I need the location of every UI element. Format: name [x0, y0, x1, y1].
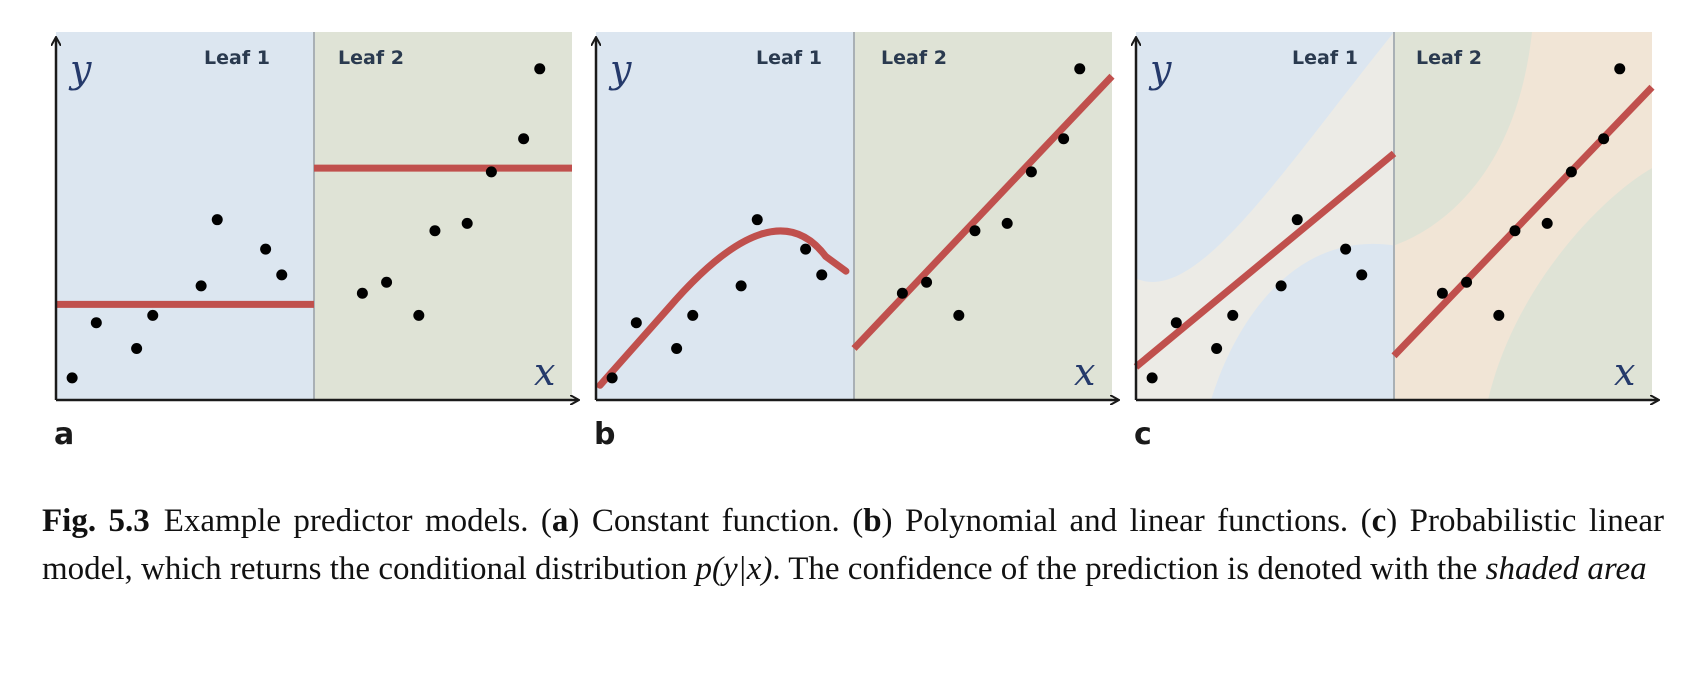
caption-text: Example predictor models. (	[163, 503, 552, 539]
caption-emphasis: shaded area	[1485, 551, 1647, 587]
data-point	[921, 276, 933, 288]
leaf1-label: Leaf 1	[1292, 47, 1358, 69]
data-point	[195, 280, 207, 292]
data-point	[276, 269, 288, 281]
caption-text: . The confidence of the prediction is de…	[772, 551, 1486, 587]
data-point	[518, 133, 530, 145]
data-point	[356, 287, 368, 299]
caption-ref-c: c	[1371, 503, 1387, 539]
data-point	[1598, 133, 1610, 145]
leaf2-linear-line	[1391, 84, 1655, 359]
data-point	[381, 276, 393, 288]
data-point	[1291, 214, 1303, 226]
panel-a: Leaf 1 Leaf 2 y x a	[54, 32, 578, 452]
leaf1-label: Leaf 1	[204, 47, 270, 69]
data-point	[147, 309, 159, 321]
data-point	[413, 309, 425, 321]
leaf1-polynomial-curve	[596, 227, 850, 389]
data-point	[735, 280, 747, 292]
data-point	[687, 309, 699, 321]
panel-letter: c	[1134, 417, 1152, 452]
panel-b: Leaf 1 Leaf 2 y x b	[594, 32, 1118, 452]
leaf2-label: Leaf 2	[1416, 47, 1482, 69]
data-point	[534, 63, 546, 75]
data-point	[816, 269, 828, 281]
data-point	[953, 309, 965, 321]
data-point	[1614, 63, 1626, 75]
leaf1-region	[56, 32, 314, 400]
model-layer	[596, 73, 1115, 389]
data-point	[751, 214, 763, 226]
caption-text: ) Probabilistic linear model, which retu…	[42, 503, 1664, 587]
x-axis-label: x	[1614, 350, 1635, 394]
data-point	[969, 225, 981, 237]
points-layer	[1146, 63, 1626, 384]
data-point	[485, 166, 497, 178]
y-axis-label: y	[1148, 47, 1172, 91]
model-layer	[1133, 84, 1655, 370]
caption-ref-a: a	[551, 503, 569, 539]
data-point	[1001, 217, 1013, 229]
data-point	[1340, 243, 1352, 255]
figure-caption: Fig. 5.3 Example predictor models. (a) Co…	[42, 497, 1664, 593]
panel-letter: b	[594, 417, 615, 452]
model-layer	[56, 164, 572, 308]
leaf2-label: Leaf 2	[881, 47, 947, 69]
figure: Leaf 1 Leaf 2 y x a Leaf 1 Leaf 2 y x b …	[0, 32, 1702, 452]
data-point	[1170, 317, 1182, 329]
data-point	[90, 317, 102, 329]
data-point	[1146, 372, 1158, 384]
y-axis-label: y	[68, 47, 92, 91]
data-point	[1493, 309, 1505, 321]
leaf2-region	[314, 32, 572, 400]
data-point	[1211, 342, 1223, 354]
data-point	[1058, 133, 1070, 145]
figure-number: Fig. 5.3	[42, 503, 150, 539]
leaf1-linear-line	[1133, 150, 1397, 370]
data-point	[1025, 166, 1037, 178]
data-point	[896, 287, 908, 299]
y-axis-label: y	[608, 47, 632, 91]
x-axis-label: x	[1074, 350, 1095, 394]
data-point	[800, 243, 812, 255]
data-point	[66, 372, 78, 384]
leaf1-label: Leaf 1	[756, 47, 822, 69]
data-point	[606, 372, 618, 384]
data-point	[1436, 287, 1448, 299]
confidence-bands	[1136, 32, 1652, 400]
panel-c: Leaf 1 Leaf 2 y x c	[1134, 32, 1658, 452]
data-point	[1461, 276, 1473, 288]
data-point	[1227, 309, 1239, 321]
data-point	[429, 225, 441, 237]
points-layer	[66, 63, 546, 384]
data-point	[131, 342, 143, 354]
data-point	[260, 243, 272, 255]
data-point	[461, 217, 473, 229]
points-layer	[606, 63, 1086, 384]
data-point	[630, 317, 642, 329]
leaf1-confidence-band	[1136, 32, 1394, 400]
data-point	[1275, 280, 1287, 292]
caption-math: p(y|x)	[695, 551, 773, 587]
leaf2-confidence-band	[1394, 32, 1652, 400]
leaf2-linear-line	[851, 73, 1115, 351]
data-point	[1074, 63, 1086, 75]
caption-text: ) Polynomial and linear functions. (	[881, 503, 1372, 539]
data-point	[1541, 217, 1553, 229]
caption-ref-b: b	[863, 503, 882, 539]
data-point	[211, 214, 223, 226]
data-point	[1509, 225, 1521, 237]
data-point	[671, 342, 683, 354]
data-point	[1356, 269, 1368, 281]
leaf2-label: Leaf 2	[338, 47, 404, 69]
data-point	[1565, 166, 1577, 178]
x-axis-label: x	[534, 350, 555, 394]
caption-text: ) Constant function. (	[568, 503, 864, 539]
panel-letter: a	[54, 417, 74, 452]
